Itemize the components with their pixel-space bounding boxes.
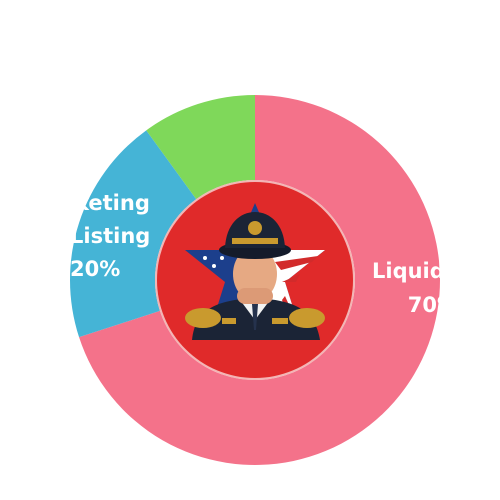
labels-layer: Liquid 70% keting Listing 20% bbox=[70, 191, 458, 317]
pie-slice-0 bbox=[79, 95, 440, 465]
slice-label-1-1: Listing bbox=[70, 224, 150, 248]
center-emblem bbox=[155, 180, 355, 380]
pie-slice-2 bbox=[146, 95, 255, 200]
slices-layer bbox=[70, 95, 440, 465]
pie-slice-1 bbox=[70, 130, 197, 338]
slice-label-0-0: Liquid bbox=[372, 259, 445, 283]
slice-label-0-1: 70% bbox=[408, 293, 458, 317]
slice-label-1-0: keting bbox=[75, 191, 150, 215]
slice-label-1-2: 20% bbox=[70, 257, 120, 281]
general-portrait-icon bbox=[185, 203, 325, 340]
